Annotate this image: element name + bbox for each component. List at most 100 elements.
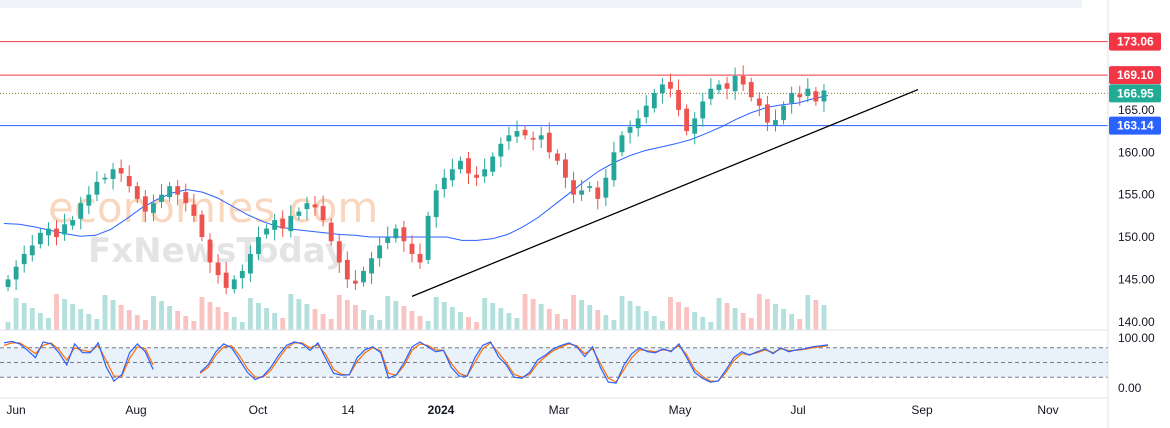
volume-bar bbox=[191, 321, 197, 330]
trendline bbox=[411, 88, 919, 297]
level-badge bbox=[1109, 66, 1161, 85]
volume-bar bbox=[748, 318, 754, 330]
top-strip bbox=[0, 0, 1082, 8]
volume-bar bbox=[207, 302, 213, 330]
volume-bar bbox=[352, 305, 358, 330]
volume-bar bbox=[37, 313, 43, 330]
volume-bar bbox=[361, 310, 366, 330]
candle-body bbox=[466, 158, 471, 174]
volume-bar bbox=[385, 296, 391, 330]
candle-body bbox=[280, 218, 286, 229]
candle-body bbox=[514, 131, 520, 137]
price-tick-label: 140.00 bbox=[1118, 315, 1155, 329]
candle-body bbox=[425, 215, 431, 260]
candle-body bbox=[490, 156, 496, 172]
volume-bar bbox=[102, 295, 108, 330]
volume-bar bbox=[425, 321, 431, 330]
level-badge-label: 166.95 bbox=[1117, 86, 1154, 100]
volume-bar bbox=[304, 304, 310, 330]
volume-bar bbox=[619, 296, 625, 330]
volume-bar bbox=[401, 306, 407, 330]
candle-body bbox=[264, 228, 269, 235]
candle-body bbox=[272, 220, 278, 230]
candle-body bbox=[684, 108, 690, 132]
candle-body bbox=[29, 245, 35, 256]
candle-body bbox=[773, 120, 778, 126]
candle-body bbox=[54, 228, 59, 238]
volume-bar bbox=[433, 297, 439, 330]
volume-bar bbox=[296, 299, 302, 330]
candle-body bbox=[764, 104, 770, 123]
candle-body bbox=[377, 245, 383, 259]
volume-bar bbox=[490, 303, 496, 330]
candle-body bbox=[474, 174, 480, 178]
candle-body bbox=[692, 118, 698, 134]
volume-bar bbox=[5, 322, 11, 330]
volume-bar bbox=[256, 303, 261, 330]
time-tick-label: 14 bbox=[341, 403, 355, 417]
stochastic-oscillator bbox=[0, 340, 1108, 384]
volume-bar bbox=[756, 294, 762, 330]
candle-body bbox=[361, 270, 366, 283]
volume-bar bbox=[134, 315, 140, 330]
price-axis[interactable]: 165.00 160.00 155.00 150.00 145.00 140.00 bbox=[1118, 103, 1155, 329]
volume-bar bbox=[813, 300, 819, 330]
volume-bar bbox=[417, 316, 423, 330]
candle-body bbox=[587, 186, 593, 188]
volume-bar bbox=[78, 309, 84, 330]
candle-body bbox=[676, 90, 681, 110]
volume-bar bbox=[344, 300, 350, 330]
candle-body bbox=[805, 88, 811, 96]
candle-body bbox=[708, 88, 714, 99]
candle-body bbox=[167, 186, 173, 198]
candle-body bbox=[756, 98, 762, 106]
oscillator-tick-label: 100.00 bbox=[1118, 331, 1155, 345]
candle-body bbox=[635, 118, 641, 129]
volume-bar bbox=[183, 316, 189, 330]
volume-bar bbox=[635, 306, 641, 330]
candle-body bbox=[603, 177, 609, 198]
time-axis[interactable]: Jun Aug Oct 14 2024 Mar May Jul Sep Nov bbox=[6, 403, 1058, 417]
volume-bar bbox=[716, 298, 722, 330]
candle-body bbox=[328, 222, 334, 242]
candle-body bbox=[215, 262, 221, 276]
candle-body bbox=[643, 105, 649, 118]
volume-bar bbox=[199, 297, 205, 330]
volume-bar bbox=[563, 319, 568, 330]
volume-bar bbox=[280, 318, 286, 330]
volume-bar bbox=[247, 298, 253, 330]
candle-body bbox=[797, 94, 803, 98]
volume-bar bbox=[86, 314, 92, 330]
candle-body bbox=[740, 76, 746, 85]
candle-body bbox=[223, 272, 229, 288]
volume-bar bbox=[651, 316, 657, 330]
candle-body bbox=[546, 132, 552, 153]
volume-bar bbox=[46, 318, 51, 330]
volume-bar bbox=[700, 317, 706, 330]
volume-bar bbox=[740, 313, 746, 330]
candle-body bbox=[530, 137, 536, 140]
volume-bar bbox=[94, 319, 100, 330]
volume-bar bbox=[21, 303, 27, 330]
volume-bar bbox=[151, 296, 156, 330]
candle-body bbox=[62, 224, 68, 235]
candle-body bbox=[506, 135, 512, 142]
candle-body bbox=[579, 190, 585, 195]
volume-bar bbox=[579, 300, 585, 330]
time-tick-label: 2024 bbox=[428, 403, 455, 417]
volume-bar bbox=[692, 312, 698, 330]
level-badge-label: 169.10 bbox=[1117, 68, 1154, 82]
candle-body bbox=[538, 135, 544, 140]
volume-bar bbox=[789, 314, 795, 330]
volume-bar bbox=[441, 302, 447, 330]
oscillator-axis[interactable]: 100.00 0.00 bbox=[1118, 331, 1155, 395]
volume-bar bbox=[530, 299, 536, 330]
level-badge bbox=[1109, 32, 1161, 51]
volume-bar bbox=[538, 304, 544, 330]
candle-body bbox=[37, 232, 43, 245]
candle-body bbox=[110, 169, 116, 179]
trendline-layer[interactable] bbox=[411, 88, 919, 297]
sma-line bbox=[3, 95, 829, 241]
volume-bar bbox=[175, 311, 181, 330]
